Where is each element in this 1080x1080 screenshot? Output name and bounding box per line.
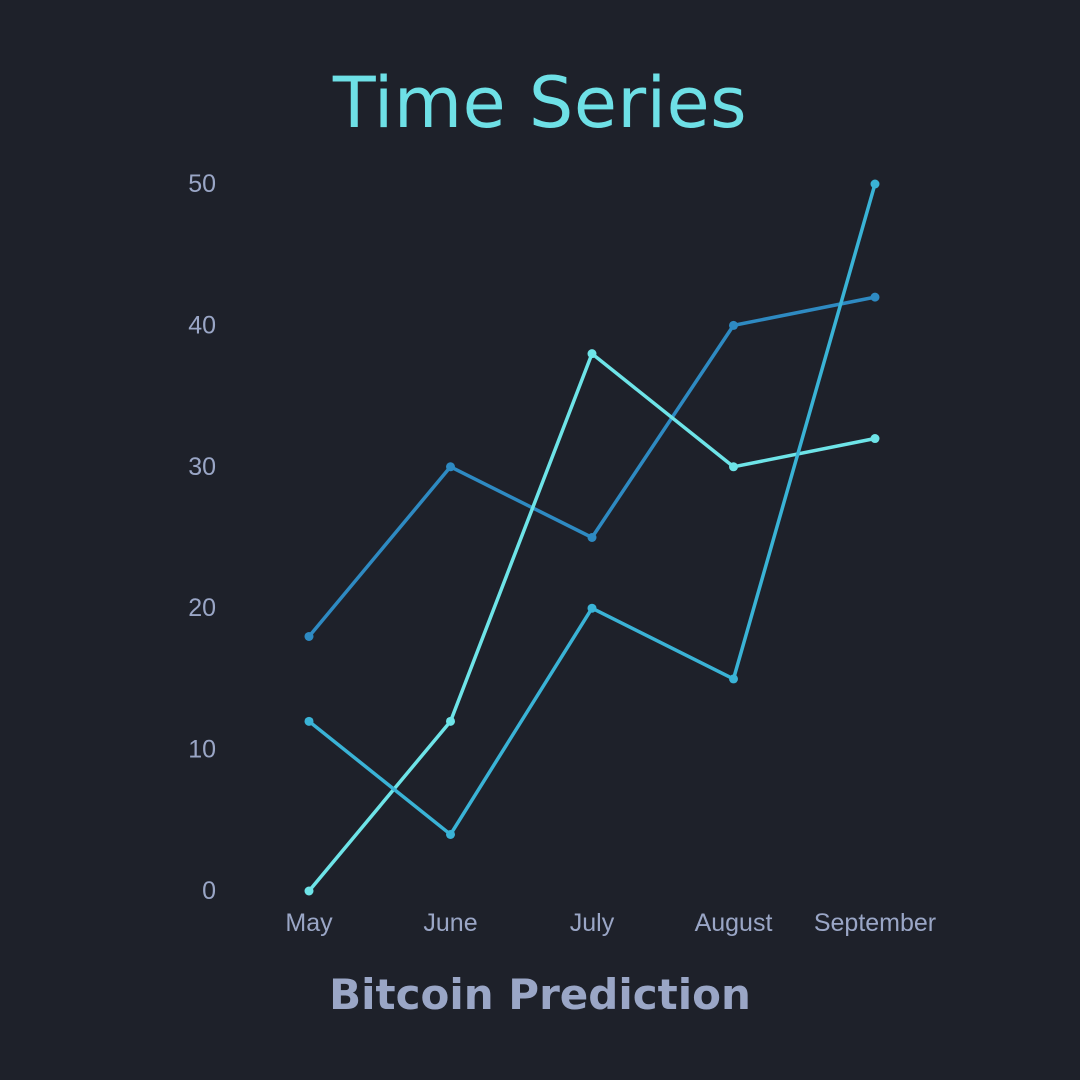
series-line [307, 182, 877, 837]
x-tick-label: August [695, 909, 773, 937]
x-axis-ticks: May June July August September [285, 909, 936, 937]
y-tick-label: 40 [188, 311, 216, 339]
data-point [446, 462, 455, 472]
data-point [729, 462, 738, 472]
y-axis-ticks: 0 10 20 30 40 50 [188, 170, 216, 905]
data-point [304, 886, 314, 896]
x-tick-label: September [814, 909, 936, 937]
series-1 [304, 292, 880, 641]
data-point [446, 829, 455, 839]
x-axis-label: Bitcoin Prediction [329, 970, 751, 1019]
x-tick-label: May [285, 909, 333, 937]
series-2 [304, 349, 880, 896]
x-tick-label: June [423, 909, 477, 937]
y-tick-label: 0 [202, 877, 216, 905]
data-point [304, 716, 314, 726]
data-point [729, 674, 738, 684]
data-point [446, 716, 455, 726]
chart-title: Time Series [332, 62, 748, 144]
data-point [587, 533, 597, 542]
data-point [870, 434, 880, 444]
series-line [307, 351, 877, 893]
data-point [587, 349, 597, 359]
y-tick-label: 30 [188, 453, 216, 481]
data-point [870, 179, 880, 189]
series-3 [304, 179, 880, 839]
y-tick-label: 20 [188, 594, 216, 622]
series-line [307, 295, 877, 639]
data-point [304, 631, 314, 641]
data-point [729, 320, 738, 330]
data-point [870, 292, 880, 302]
x-tick-label: July [570, 909, 615, 937]
y-tick-label: 10 [188, 736, 216, 764]
y-tick-label: 50 [188, 170, 216, 198]
series-layer [304, 179, 880, 896]
data-point [587, 603, 597, 613]
